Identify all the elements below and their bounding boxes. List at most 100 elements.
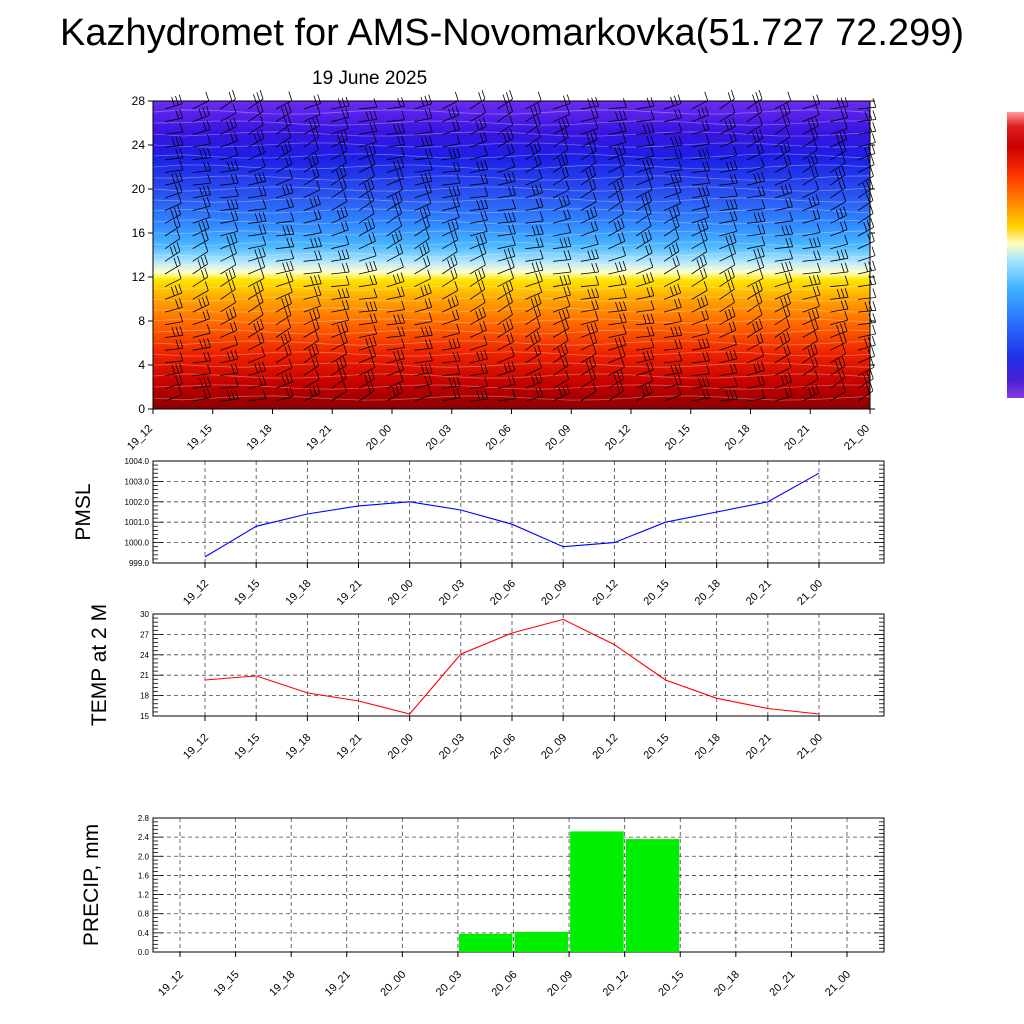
wind-barb [414, 255, 431, 275]
x-tick-label: 20_09 [543, 423, 573, 453]
wind-barb [164, 312, 184, 326]
wind-barb [275, 197, 294, 211]
wind-barb [303, 166, 320, 186]
wind-barb [608, 288, 627, 300]
wind-barb [275, 344, 292, 364]
wind-barb [774, 358, 792, 376]
wind-barb [636, 180, 653, 199]
wind-barb [164, 205, 182, 224]
wind-barb [553, 237, 572, 250]
wind-barb [608, 346, 626, 364]
x-tick-label: 19_18 [267, 969, 297, 999]
wind-barb [497, 102, 513, 123]
wind-barb [497, 235, 516, 250]
wind-barb [275, 211, 295, 224]
wind-barb [774, 306, 791, 326]
wind-barb [636, 360, 654, 376]
wind-barb [580, 119, 599, 135]
wind-barb [414, 374, 433, 389]
wind-barb [164, 148, 184, 161]
contour-line [152, 120, 870, 126]
wind-barb [414, 136, 433, 148]
wind-barb [469, 377, 489, 389]
wind-barb [164, 242, 181, 262]
x-tick-label: 20_03 [434, 969, 464, 999]
wind-barb [220, 103, 237, 123]
wind-barb [469, 335, 488, 351]
wind-barb [442, 185, 461, 199]
x-tick-label: 20_00 [386, 732, 416, 762]
wind-barb [663, 183, 682, 199]
wind-barb [497, 157, 516, 173]
wind-barb [580, 369, 597, 389]
wind-barb [553, 223, 572, 237]
wind-barb [663, 160, 683, 173]
wind-barb [386, 326, 406, 338]
wind-barb [331, 344, 348, 364]
wind-barb [220, 377, 239, 389]
wind-barb [469, 293, 486, 313]
wind-barb [192, 324, 211, 338]
wind-barb [248, 172, 267, 186]
wind-barb [802, 194, 820, 211]
wind-barb [774, 386, 793, 402]
wind-barb [802, 94, 821, 110]
wind-barb [358, 232, 376, 250]
wind-barb [331, 178, 347, 199]
wind-barb [303, 356, 320, 376]
wind-barb [857, 98, 877, 110]
wind-barb [220, 244, 237, 262]
wind-barb [746, 318, 763, 338]
wind-barb [248, 246, 266, 262]
wind-barb [580, 108, 599, 123]
wind-barb [386, 383, 403, 402]
wind-barb [331, 321, 349, 338]
wind-barb [303, 370, 320, 389]
wind-barb [331, 192, 348, 211]
wind-barb [386, 191, 403, 211]
wind-barb [525, 305, 541, 326]
wind-barb [192, 376, 211, 389]
wind-barb [192, 254, 208, 275]
plot-frame [152, 613, 885, 717]
x-tick-label: 20_09 [545, 969, 575, 999]
wind-barb [358, 381, 375, 402]
wind-barb [164, 108, 183, 123]
wind-barb [747, 375, 766, 389]
wind-barb [636, 158, 654, 173]
wind-barb [469, 117, 487, 135]
wind-barb [719, 210, 738, 224]
wind-barb [442, 105, 460, 123]
wind-barb [857, 335, 876, 351]
wind-barb [580, 288, 600, 300]
x-tick-label: 19_12 [181, 732, 211, 762]
wind-barb [497, 305, 513, 326]
sub-title: 19 June 2025 [312, 68, 428, 89]
wind-barb [497, 89, 513, 110]
wind-barb [691, 323, 710, 338]
wind-barb [442, 364, 461, 376]
wind-barb [608, 110, 627, 123]
wind-barb [691, 364, 710, 376]
x-tick-label: 20_18 [723, 423, 753, 453]
wind-barb [830, 220, 848, 237]
wind-barb [802, 384, 820, 402]
wind-barb [331, 262, 350, 275]
wind-barb [663, 94, 682, 110]
wind-barb [192, 91, 210, 110]
wind-barb [164, 363, 184, 376]
wind-barb [802, 262, 821, 275]
wind-barb [247, 305, 264, 326]
wind-barb [386, 243, 404, 262]
wind-barb [691, 173, 710, 186]
wind-barb [469, 363, 489, 376]
contour-line [152, 175, 871, 181]
wind-barb [358, 324, 378, 338]
wind-barb [247, 318, 264, 338]
wind-barb [857, 133, 876, 148]
wind-barb [774, 183, 793, 199]
wind-barb [442, 148, 461, 161]
wind-barb [469, 233, 488, 250]
wind-barb [275, 249, 295, 262]
x-tick-label: 20_21 [767, 969, 797, 999]
